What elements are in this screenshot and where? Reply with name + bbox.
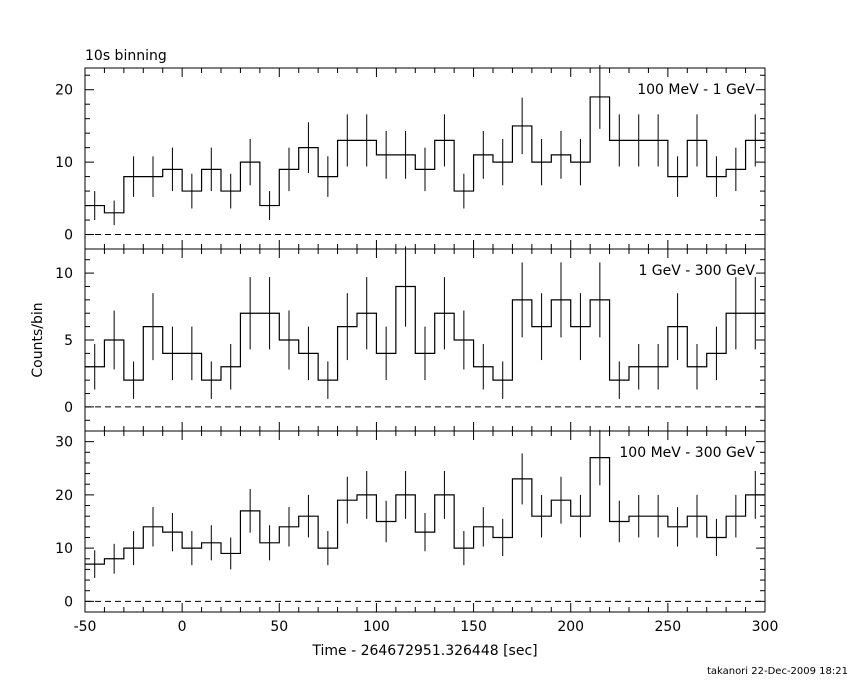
x-tick-label: 300 — [752, 619, 779, 635]
band-label: 100 MeV - 300 GeV — [619, 445, 755, 461]
y-tick-label: 0 — [64, 228, 73, 244]
panel-1: 0 10 20 100 MeV - 1 GeV — [55, 65, 766, 250]
band-label: 100 MeV - 1 GeV — [637, 82, 755, 98]
y-axis-label: Counts/bin — [30, 302, 46, 377]
step-histogram — [85, 457, 765, 565]
band-label: 1 GeV - 300 GeV — [638, 263, 755, 279]
footer-credit: takanori 22-Dec-2009 18:21 — [707, 666, 848, 677]
y-tick-label: 30 — [55, 435, 73, 451]
y-tick-label: 0 — [64, 400, 73, 416]
step-histogram — [85, 96, 765, 214]
x-tick-label: 200 — [557, 619, 584, 635]
y-tick-label: 0 — [64, 594, 73, 610]
y-tick-label: 10 — [55, 155, 73, 171]
panel-3: 0 10 20 30 100 MeV - 300 GeV — [55, 429, 766, 613]
x-tick-label: -50 — [74, 619, 97, 635]
y-tick-label: 20 — [55, 83, 73, 99]
y-tick-label: 5 — [64, 333, 73, 349]
x-tick-labels: -50 0 50 100 150 200 250 300 — [74, 619, 779, 635]
x-axis-label: Time - 264672951.326448 [sec] — [311, 643, 537, 659]
x-tick-label: 0 — [178, 619, 187, 635]
y-tick-label: 20 — [55, 488, 73, 504]
panel-2: 0 5 10 1 GeV - 300 GeV — [55, 246, 766, 432]
x-tick-label: 250 — [654, 619, 681, 635]
binning-label: 10s binning — [85, 48, 167, 64]
y-tick-label: 10 — [55, 266, 73, 282]
y-tick-label: 10 — [55, 541, 73, 557]
panel-frame — [84, 430, 766, 613]
x-tick-label: 50 — [270, 619, 288, 635]
x-tick-label: 100 — [363, 619, 390, 635]
x-tick-label: 150 — [460, 619, 487, 635]
